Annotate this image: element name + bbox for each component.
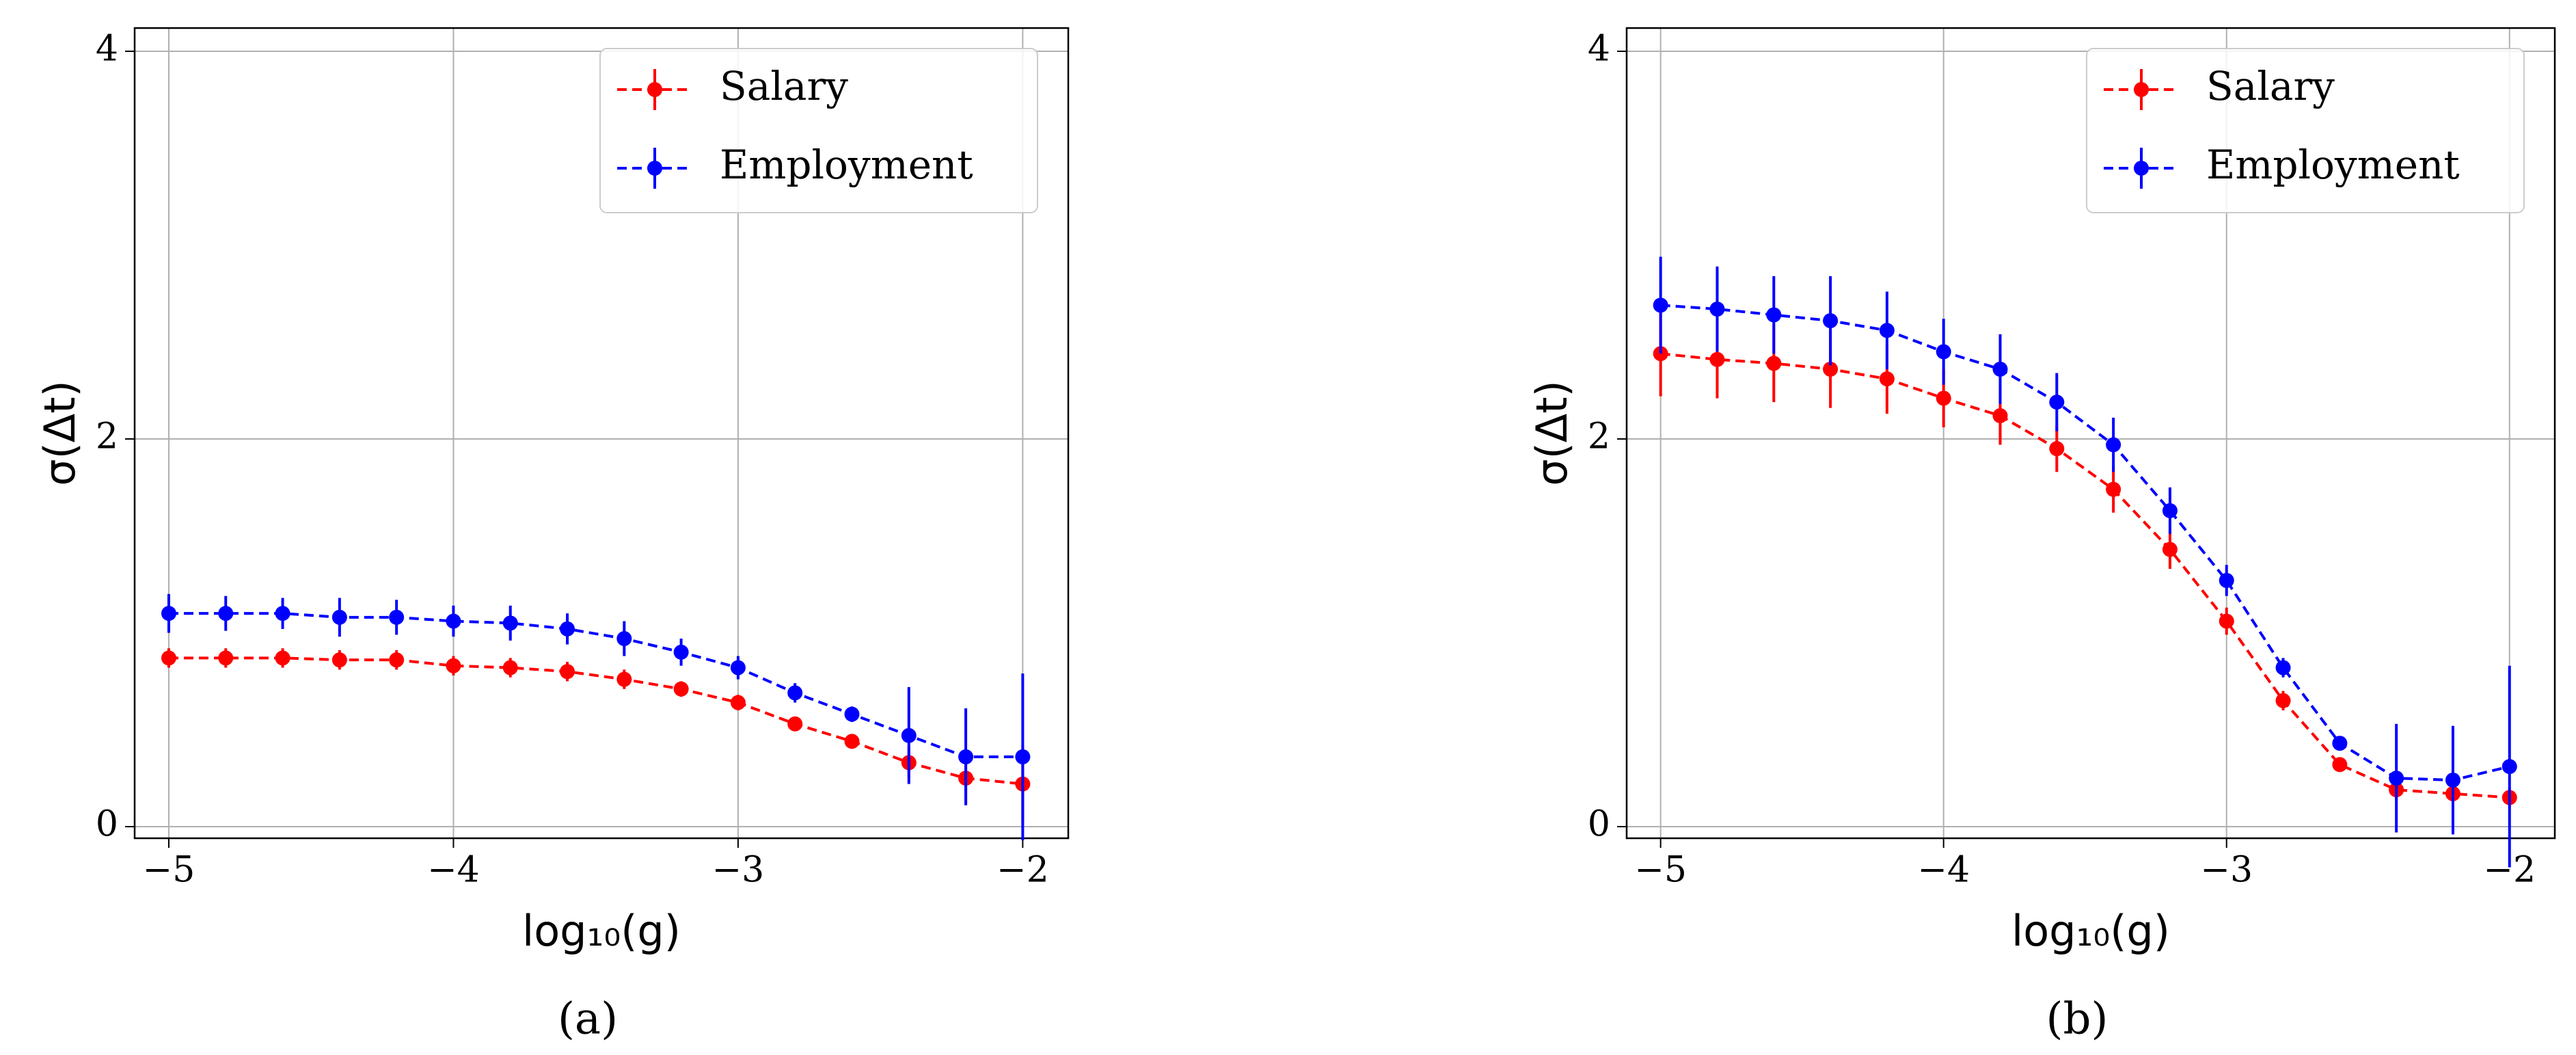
legend-label: Employment	[2206, 142, 2460, 188]
data-point	[901, 727, 917, 743]
data-point	[2219, 572, 2234, 588]
data-point	[730, 660, 746, 676]
legend-label: Salary	[2206, 63, 2335, 109]
data-point	[161, 650, 176, 666]
caption: (b)	[2046, 994, 2109, 1045]
data-point	[275, 606, 290, 622]
data-point	[1766, 307, 1782, 323]
data-point	[560, 664, 575, 680]
series-line	[168, 656, 1023, 786]
x-axis-label: log₁₀(g)	[522, 906, 681, 956]
x-tick-label: −5	[1634, 850, 1687, 891]
y-axis-label: σ(Δt)	[35, 380, 85, 485]
legend-box	[2086, 48, 2525, 213]
data-point	[844, 734, 860, 749]
series-line	[1660, 352, 2510, 799]
data-point	[1992, 408, 2008, 423]
x-tick-label: −5	[143, 850, 195, 891]
data-point	[2332, 757, 2348, 773]
x-tick-label: −3	[2200, 850, 2253, 891]
data-point	[673, 681, 689, 697]
x-tick-label: −4	[427, 850, 480, 891]
legend-marker	[2134, 161, 2149, 176]
data-point	[446, 613, 461, 629]
data-point	[1709, 302, 1725, 317]
data-point	[2275, 660, 2291, 676]
data-point	[2162, 503, 2178, 518]
data-point	[2049, 395, 2065, 410]
data-point	[2106, 437, 2121, 453]
data-point	[1766, 356, 1782, 371]
data-point	[2445, 772, 2460, 788]
data-point	[2389, 771, 2404, 786]
data-point	[1823, 313, 1839, 329]
data-point	[730, 695, 746, 710]
legend-label: Salary	[720, 63, 848, 109]
data-point	[2106, 481, 2121, 497]
y-axis-label: σ(Δt)	[1527, 380, 1577, 485]
legend-label: Employment	[720, 142, 973, 188]
data-point	[275, 650, 290, 666]
data-point	[2275, 693, 2291, 708]
y-tick-label: 4	[1588, 29, 1610, 70]
data-point	[2332, 736, 2348, 751]
data-point	[1879, 323, 1895, 338]
data-point	[616, 631, 632, 647]
data-point	[2502, 759, 2517, 775]
series-line	[168, 612, 1023, 758]
data-point	[331, 652, 347, 668]
data-point	[502, 615, 518, 631]
data-point	[1992, 361, 2008, 377]
data-point	[2049, 441, 2065, 457]
y-tick-label: 0	[1588, 803, 1610, 844]
data-point	[844, 706, 860, 722]
y-tick-label: 0	[96, 803, 118, 844]
legend-box	[599, 48, 1038, 213]
data-point	[787, 716, 803, 732]
data-point	[2219, 613, 2234, 629]
data-point	[1709, 351, 1725, 367]
data-point	[1936, 390, 1951, 406]
data-point	[787, 685, 803, 701]
y-tick-label: 4	[96, 29, 118, 70]
series-line	[1660, 304, 2510, 782]
data-point	[446, 658, 461, 673]
data-point	[218, 606, 234, 622]
caption: (a)	[558, 994, 618, 1045]
data-point	[161, 606, 176, 622]
data-point	[616, 671, 632, 687]
data-point	[1823, 361, 1839, 377]
data-point	[958, 749, 974, 764]
plot-frame	[1625, 27, 2556, 840]
plot-frame	[133, 27, 1070, 840]
data-point	[502, 660, 518, 676]
data-point	[1653, 297, 1668, 313]
legend-marker	[2134, 82, 2149, 97]
data-point	[331, 609, 347, 625]
x-axis-label: log₁₀(g)	[2011, 906, 2170, 956]
legend-marker	[647, 82, 662, 97]
x-tick-label: −3	[712, 850, 765, 891]
data-point	[389, 609, 405, 625]
legend-marker	[647, 161, 662, 176]
data-point	[389, 652, 405, 668]
y-tick-label: 2	[1588, 416, 1610, 457]
data-point	[218, 650, 234, 666]
data-point	[2162, 542, 2178, 557]
y-tick-label: 2	[96, 416, 118, 457]
x-tick-label: −4	[1917, 850, 1970, 891]
data-point	[1879, 371, 1895, 387]
data-point	[1015, 749, 1031, 764]
data-point	[673, 644, 689, 660]
data-point	[560, 621, 575, 637]
x-tick-label: −2	[996, 850, 1049, 891]
data-point	[1936, 344, 1951, 360]
